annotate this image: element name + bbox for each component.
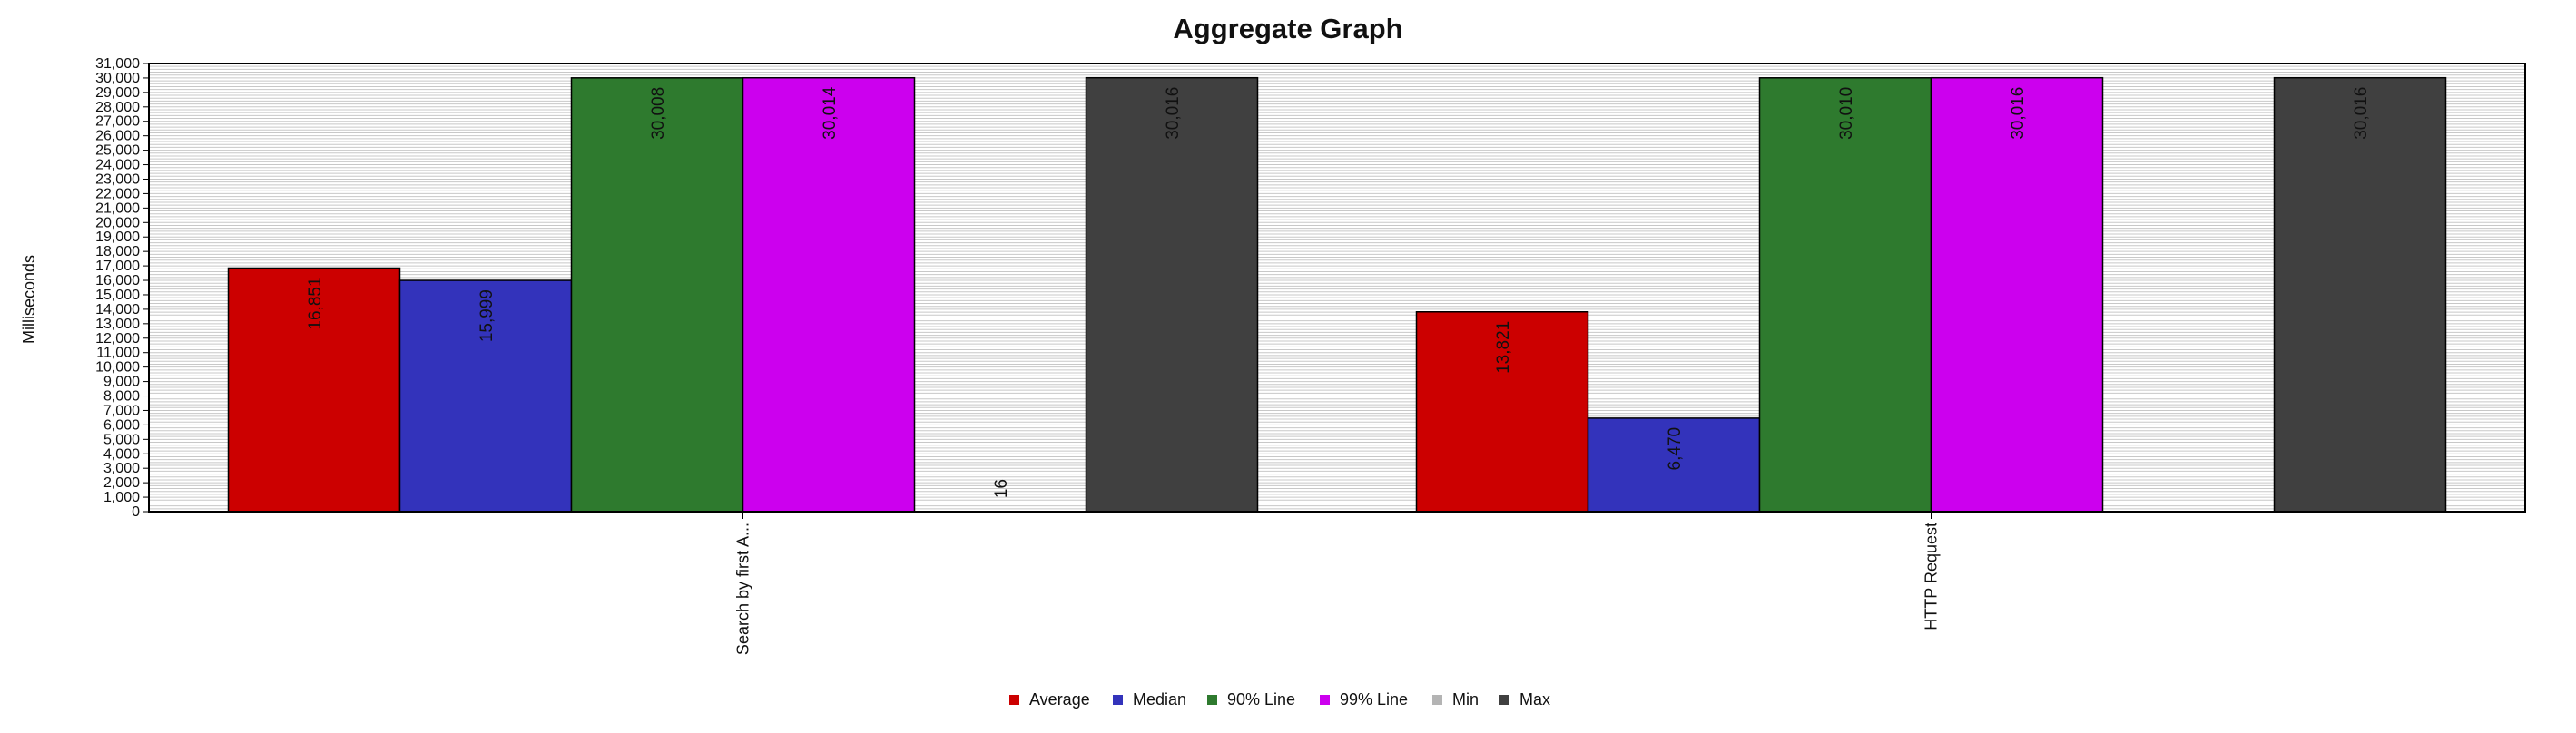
y-tick-label: 29,000 bbox=[95, 85, 140, 101]
data-label: 30,008 bbox=[649, 87, 668, 140]
legend-swatch bbox=[1499, 695, 1509, 705]
bar-median bbox=[1587, 417, 1761, 513]
y-tick-label: 15,000 bbox=[95, 288, 140, 303]
legend-swatch bbox=[1432, 695, 1442, 705]
data-label: 16,851 bbox=[306, 277, 325, 329]
y-tick-label: 16,000 bbox=[95, 273, 140, 288]
y-tick-label: 3,000 bbox=[103, 461, 140, 476]
bar-90-line bbox=[1758, 77, 1932, 513]
y-tick-label: 11,000 bbox=[96, 346, 140, 361]
legend-swatch bbox=[1113, 695, 1123, 705]
y-tick-label: 28,000 bbox=[95, 100, 140, 115]
legend-label: Average bbox=[1029, 690, 1090, 709]
y-tick-label: 6,000 bbox=[103, 417, 140, 433]
y-tick-label: 5,000 bbox=[103, 432, 140, 447]
bar-max bbox=[2273, 76, 2447, 513]
data-label: 6,470 bbox=[1666, 427, 1685, 471]
data-label: 30,016 bbox=[2352, 87, 2371, 140]
y-tick-label: 13,000 bbox=[95, 317, 140, 332]
y-tick-label: 4,000 bbox=[103, 446, 140, 462]
plot-frame bbox=[148, 63, 2526, 513]
y-tick-label: 18,000 bbox=[95, 244, 140, 259]
legend-label: 90% Line bbox=[1227, 690, 1295, 709]
y-tick-label: 14,000 bbox=[95, 302, 140, 318]
y-axis-label: Milliseconds bbox=[20, 255, 38, 344]
plot-area: 01,0002,0003,0004,0005,0006,0007,0008,00… bbox=[95, 56, 2526, 655]
legend-swatch bbox=[1320, 695, 1330, 705]
y-tick-label: 10,000 bbox=[95, 360, 140, 376]
legend-label: Max bbox=[1519, 690, 1550, 709]
y-tick-label: 23,000 bbox=[95, 171, 140, 187]
data-label: 30,014 bbox=[821, 86, 840, 140]
y-tick-label: 7,000 bbox=[103, 403, 140, 418]
data-label: 15,999 bbox=[477, 289, 497, 342]
y-tick-label: 9,000 bbox=[103, 375, 140, 390]
y-tick-label: 27,000 bbox=[95, 114, 140, 130]
bar-max bbox=[1085, 76, 1259, 513]
y-tick-label: 22,000 bbox=[95, 186, 140, 201]
bar-99-line bbox=[1930, 76, 2104, 513]
chart-title: Aggregate Graph bbox=[1173, 13, 1402, 44]
category-label: Search by first A... bbox=[734, 523, 752, 655]
legend-swatch bbox=[1207, 695, 1217, 705]
legend-swatch bbox=[1009, 695, 1019, 705]
y-tick-label: 21,000 bbox=[95, 200, 140, 216]
legend: Average Median 90% Line 99% Line Min Max bbox=[1009, 690, 1550, 709]
legend-label: Median bbox=[1133, 690, 1186, 709]
y-tick-label: 2,000 bbox=[103, 475, 140, 491]
y-tick-label: 0 bbox=[132, 504, 140, 520]
bar-average bbox=[227, 267, 401, 513]
y-tick-label: 8,000 bbox=[103, 389, 140, 405]
bar-90-line bbox=[570, 77, 744, 513]
y-tick-label: 12,000 bbox=[95, 331, 140, 347]
y-tick-label: 25,000 bbox=[95, 143, 140, 159]
data-label: 30,016 bbox=[2009, 87, 2028, 140]
category-label: HTTP Request bbox=[1922, 523, 1941, 630]
data-label: 30,016 bbox=[1164, 87, 1183, 140]
y-tick-label: 24,000 bbox=[95, 158, 140, 173]
bar-99-line bbox=[742, 76, 916, 513]
y-tick-label: 31,000 bbox=[95, 56, 140, 72]
y-tick-label: 17,000 bbox=[95, 259, 140, 274]
data-label: 16 bbox=[992, 479, 1011, 498]
y-tick-label: 1,000 bbox=[103, 490, 140, 505]
legend-label: Min bbox=[1452, 690, 1479, 709]
y-tick-label: 26,000 bbox=[95, 129, 140, 144]
data-label: 30,010 bbox=[1837, 87, 1856, 140]
y-tick-label: 19,000 bbox=[95, 230, 140, 245]
data-label: 13,821 bbox=[1494, 321, 1513, 374]
y-tick-label: 20,000 bbox=[95, 215, 140, 230]
y-tick-label: 30,000 bbox=[95, 71, 140, 86]
legend-label: 99% Line bbox=[1340, 690, 1408, 709]
